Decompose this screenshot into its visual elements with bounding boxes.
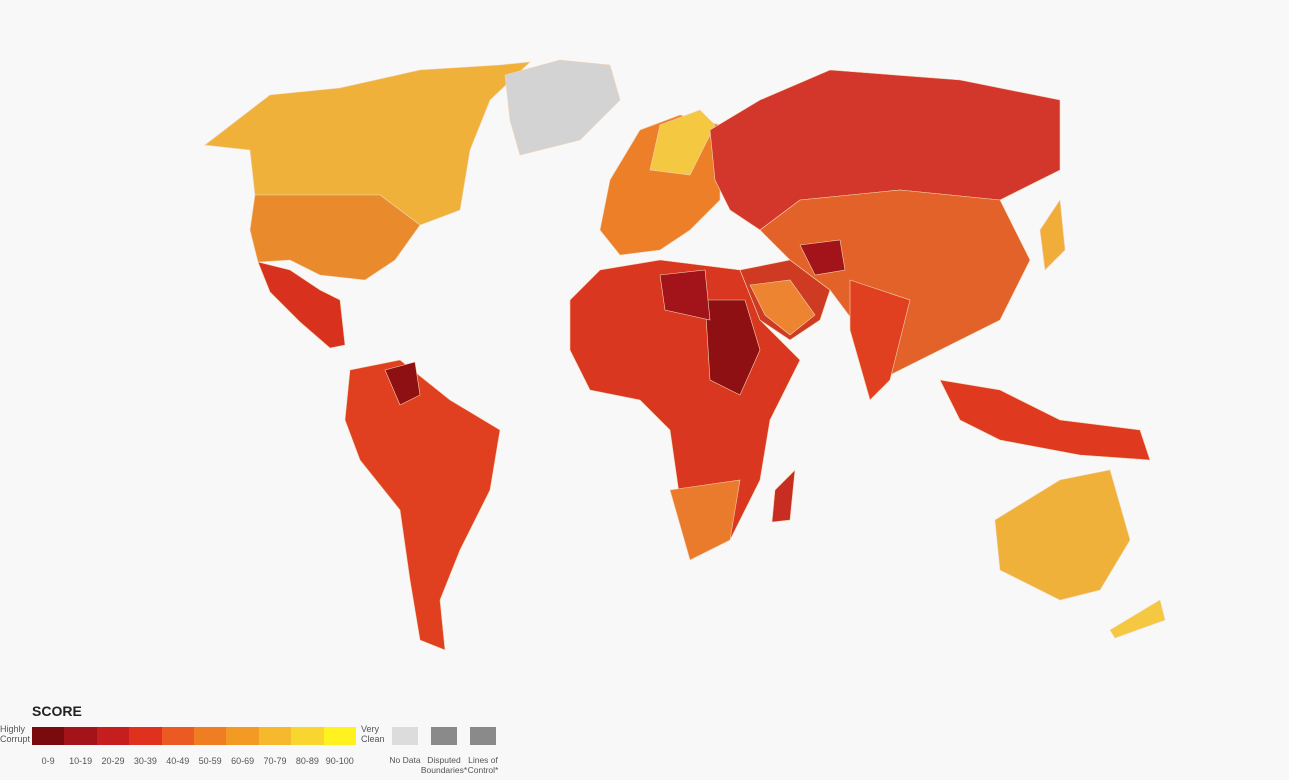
bin-label: 20-29 (101, 756, 125, 766)
scale-bin (129, 727, 162, 745)
bin-label: 40-49 (166, 756, 190, 766)
legend-title: SCORE (32, 703, 82, 719)
southern-africa (669, 479, 741, 561)
india (849, 279, 911, 401)
new-zealand (1109, 599, 1166, 639)
central-america (257, 261, 346, 349)
bin-label: 80-89 (295, 756, 319, 766)
color-scale (32, 727, 357, 745)
greenland (504, 59, 621, 156)
scandinavia (649, 109, 716, 176)
venezuela (384, 361, 421, 406)
south-america (344, 359, 501, 651)
saudi-arabia (749, 279, 816, 336)
legend-label: Lines of Control* (467, 755, 499, 775)
scale-bin (291, 727, 324, 745)
bin-label: 30-39 (133, 756, 157, 766)
libya (659, 269, 711, 321)
scale-bin (161, 727, 195, 745)
scale-bin (194, 727, 227, 745)
afghanistan (799, 239, 846, 276)
legend-swatch (431, 727, 457, 745)
high-label: Very Clean (361, 724, 385, 744)
asia (759, 189, 1031, 381)
bin-label: 10-19 (69, 756, 93, 766)
scale-bin (96, 727, 130, 745)
sudan (704, 299, 761, 396)
legend-label: Disputed Boundaries* (420, 755, 468, 775)
bin-label: 70-79 (263, 756, 287, 766)
scale-bin (32, 727, 65, 745)
scale-bin (323, 727, 357, 745)
bin-label: 50-59 (198, 756, 222, 766)
scale-bin (64, 727, 97, 745)
southeast-asia (939, 379, 1151, 461)
scale-bin (258, 727, 292, 745)
bin-label: 90-100 (325, 756, 354, 766)
bin-label: 0-9 (41, 756, 55, 766)
japan (1039, 199, 1066, 271)
legend-swatch (392, 727, 418, 745)
low-label: Highly Corrupt (0, 724, 31, 744)
world-map (204, 59, 1166, 651)
bin-label: 60-69 (231, 756, 255, 766)
australia (994, 469, 1131, 601)
legend-swatch (470, 727, 496, 745)
legend-label: No Data (389, 755, 421, 765)
madagascar (771, 469, 796, 523)
scale-bin (226, 727, 259, 745)
usa (249, 194, 421, 281)
